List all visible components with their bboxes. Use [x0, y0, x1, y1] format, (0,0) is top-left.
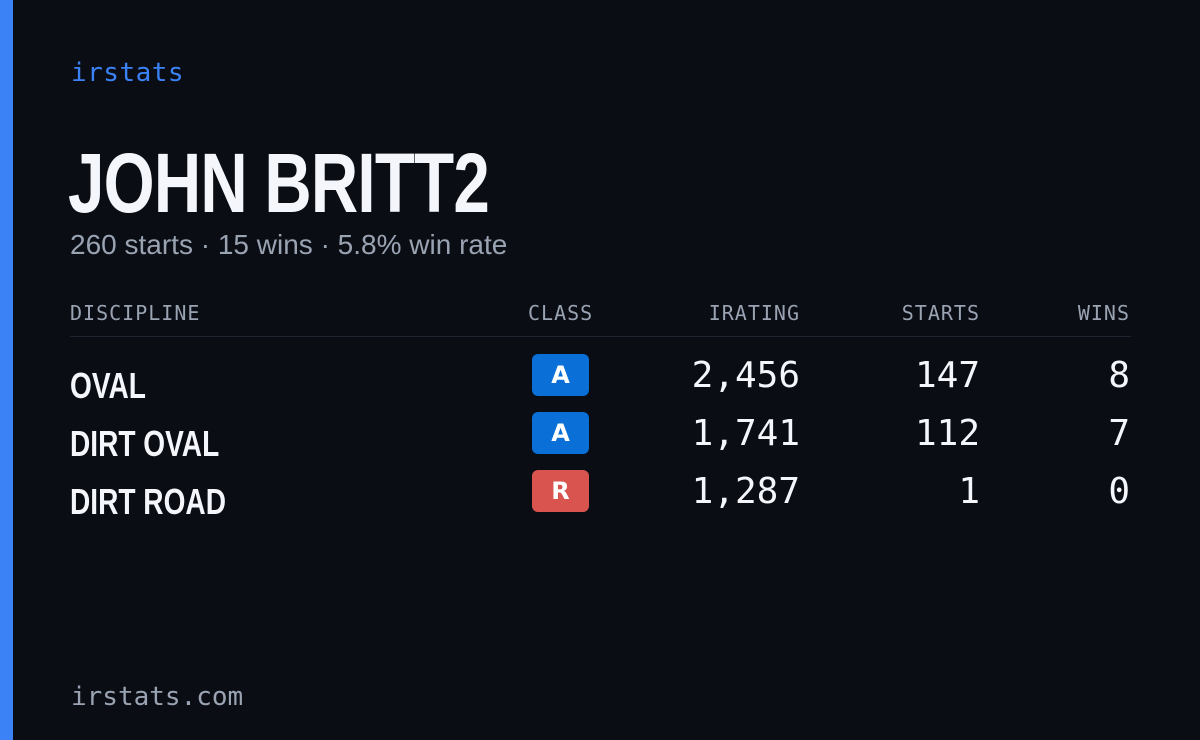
footer-url: irstats.com: [71, 682, 244, 712]
summary-win-rate: 5.8% win rate: [337, 229, 508, 260]
summary-wins: 15 wins: [217, 229, 313, 260]
header-discipline: DISCIPLINE: [70, 301, 201, 325]
table-header: DISCIPLINE CLASS IRATING STARTS WINS: [70, 296, 1131, 337]
row-starts: 112: [914, 413, 980, 454]
summary-separator: ·: [320, 229, 330, 260]
header-class: CLASS: [528, 301, 594, 325]
row-irating: 1,287: [691, 471, 800, 512]
row-wins: 0: [1108, 471, 1130, 512]
class-badge: A: [532, 354, 589, 396]
row-starts: 1: [958, 471, 980, 512]
discipline-table: DISCIPLINE CLASS IRATING STARTS WINS OVA…: [70, 296, 1131, 522]
summary-starts: 260 starts: [70, 229, 193, 260]
header-starts: STARTS: [901, 301, 980, 325]
table-row: DIRT ROAD R 1,287 1 0: [70, 470, 1131, 528]
class-badge: R: [532, 470, 589, 512]
header-irating: IRATING: [708, 301, 800, 325]
row-starts: 147: [914, 355, 980, 396]
row-irating: 2,456: [691, 355, 800, 396]
brand-logo-text: irstats: [71, 58, 185, 88]
row-wins: 8: [1108, 355, 1130, 396]
row-discipline: DIRT ROAD: [70, 481, 226, 522]
summary-separator: ·: [200, 229, 211, 260]
header-wins: WINS: [1077, 301, 1130, 325]
driver-name: JOHN BRITT2: [68, 136, 490, 230]
table-row: DIRT OVAL A 1,741 112 7: [70, 412, 1131, 470]
class-badge: A: [532, 412, 589, 454]
row-discipline: OVAL: [70, 365, 146, 406]
accent-bar: [0, 0, 13, 740]
table-row: OVAL A 2,456 147 8: [70, 354, 1131, 412]
row-irating: 1,741: [691, 413, 800, 454]
row-discipline: DIRT OVAL: [70, 423, 220, 464]
driver-summary: 260 starts · 15 wins · 5.8% win rate: [70, 228, 507, 262]
row-wins: 7: [1108, 413, 1130, 454]
